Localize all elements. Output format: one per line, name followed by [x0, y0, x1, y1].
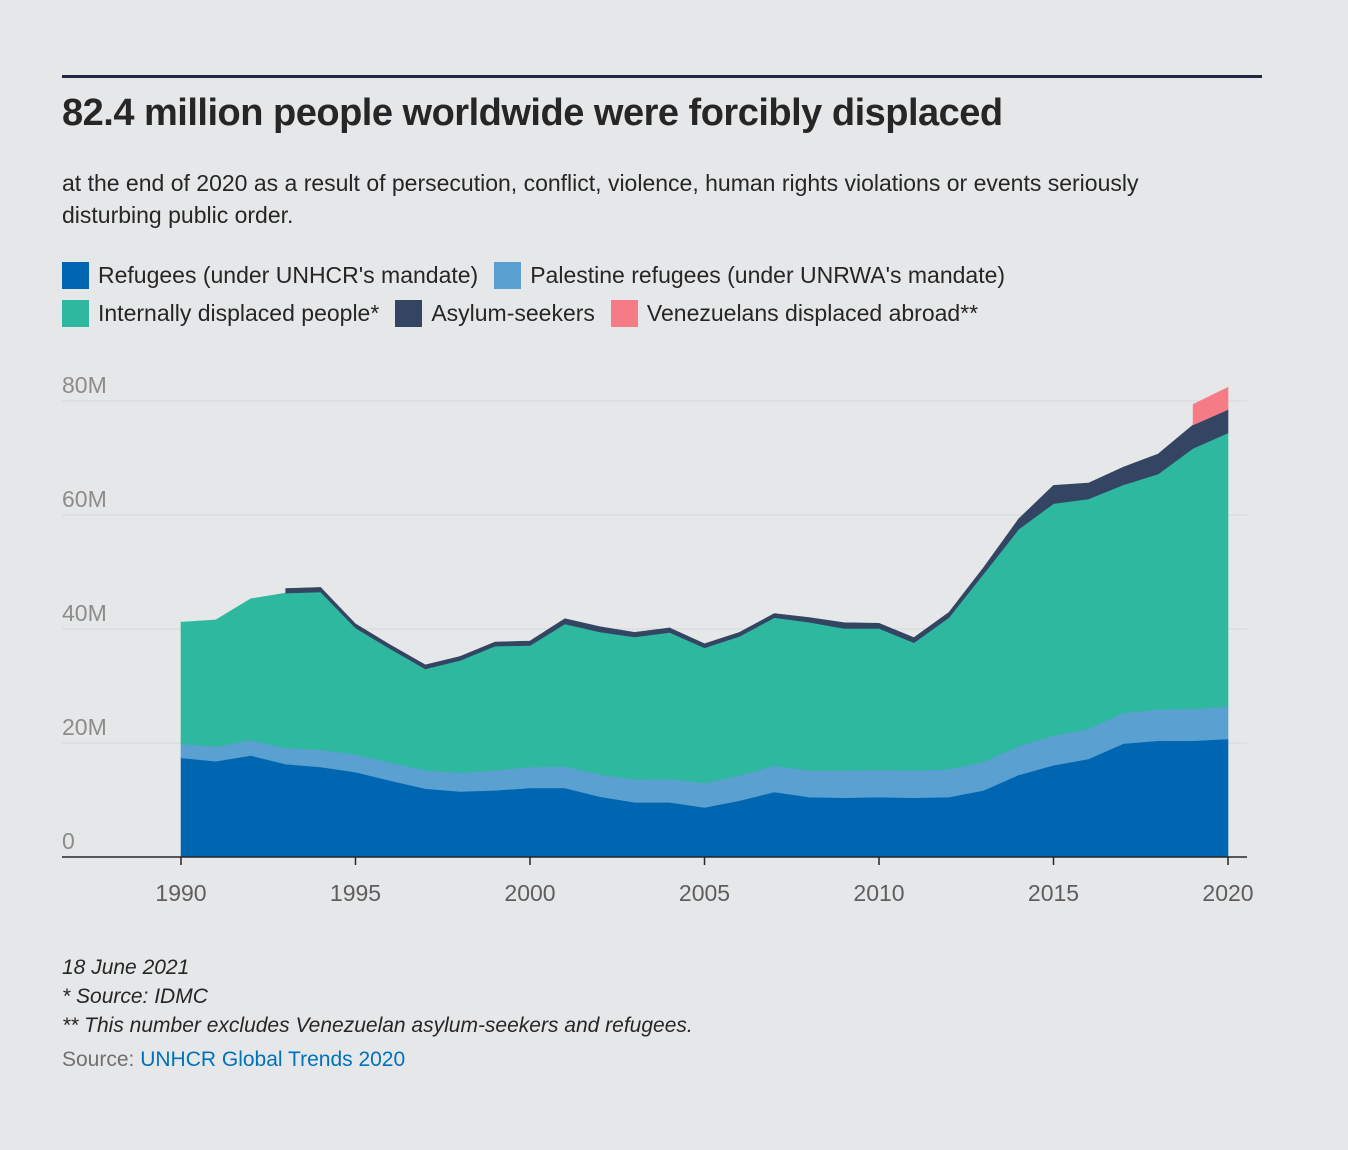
x-tick-label: 2015: [1028, 880, 1079, 906]
footnote-date: 18 June 2021: [62, 956, 190, 979]
y-tick-label: 80M: [62, 372, 107, 398]
legend-row-1: Refugees (under UNHCR's mandate) Palesti…: [62, 256, 1262, 294]
legend-label-refugees: Refugees (under UNHCR's mandate): [98, 261, 479, 288]
legend-label-asylum-seekers: Asylum-seekers: [431, 299, 595, 326]
legend-item-palestine-refugees: Palestine refugees (under UNRWA's mandat…: [494, 261, 1006, 289]
x-tick-label: 2010: [853, 880, 904, 906]
legend-item-venezuelans: Venezuelans displaced abroad**: [610, 299, 979, 327]
source-label: Source:: [62, 1048, 135, 1071]
stacked-area-chart: 0 20M 40M 60M 80M 1990 1995 2000 2005 2010 2015 202…: [62, 372, 1254, 906]
y-tick-label: 60M: [62, 486, 107, 512]
y-tick-label: 20M: [62, 714, 107, 740]
legend: Refugees (under UNHCR's mandate) Palesti…: [62, 256, 1262, 332]
source-line: Source: UNHCR Global Trends 2020: [62, 1048, 405, 1072]
legend-label-palestine-refugees: Palestine refugees (under UNRWA's mandat…: [530, 261, 1006, 288]
y-tick-label: 0: [62, 828, 75, 854]
legend-label-idp: Internally displaced people*: [98, 299, 380, 326]
footnote-idmc: * Source: IDMC: [62, 985, 208, 1008]
legend-label-venezuelans: Venezuelans displaced abroad**: [646, 299, 979, 326]
legend-item-refugees: Refugees (under UNHCR's mandate): [62, 261, 479, 289]
x-tick-label: 1995: [330, 880, 381, 906]
footnotes: 18 June 2021 * Source: IDMC ** This numb…: [62, 953, 1262, 1040]
y-tick-label: 40M: [62, 600, 107, 626]
x-tick-label: 2020: [1202, 880, 1253, 906]
legend-swatch-asylum-seekers: [395, 299, 423, 327]
x-tick-label: 1990: [155, 880, 206, 906]
top-rule: [62, 75, 1262, 78]
legend-item-asylum-seekers: Asylum-seekers: [395, 299, 595, 327]
area-venezuelans-displaced-abroad: [1192, 386, 1229, 426]
legend-row-2: Internally displaced people* Asylum-seek…: [62, 294, 1262, 332]
area-asylum-seekers: [285, 409, 1229, 670]
legend-swatch-idp: [62, 299, 89, 327]
x-tick-label: 2000: [504, 880, 555, 906]
legend-swatch-palestine-refugees: [494, 261, 522, 289]
x-tick-label: 2005: [679, 880, 730, 906]
chart-title: 82.4 million people worldwide were forci…: [62, 92, 1003, 134]
footnote-venezuelans: ** This number excludes Venezuelan asylu…: [62, 1014, 693, 1037]
legend-swatch-venezuelans: [610, 299, 638, 327]
legend-swatch-refugees: [62, 261, 89, 289]
source-link[interactable]: UNHCR Global Trends 2020: [140, 1048, 406, 1071]
chart-subtitle: at the end of 2020 as a result of persec…: [62, 170, 1139, 228]
legend-item-idp: Internally displaced people*: [62, 299, 380, 327]
